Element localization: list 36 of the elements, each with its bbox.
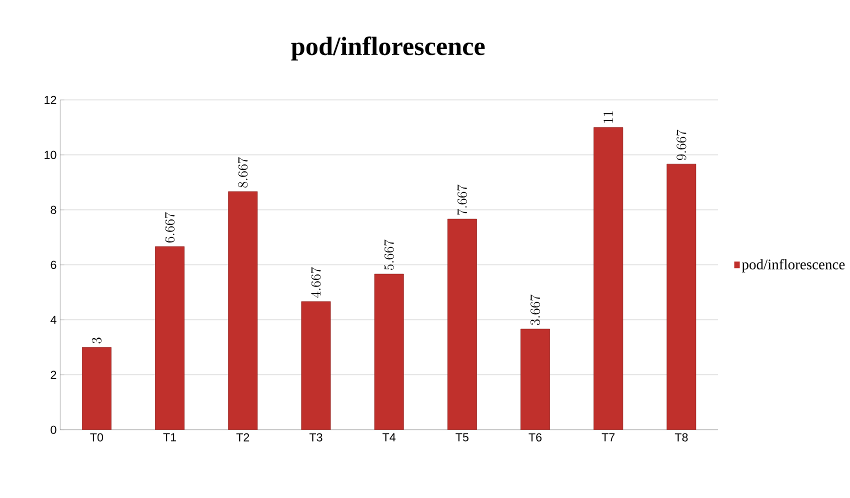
- x-tick-label: T0: [90, 433, 104, 442]
- bar: [374, 274, 404, 430]
- bar: [301, 301, 331, 430]
- y-tick-label: 6: [50, 260, 56, 270]
- data-label: 9.667: [676, 130, 686, 160]
- x-tick-label: T3: [309, 433, 322, 442]
- x-tick-label: T2: [236, 433, 250, 442]
- data-label: 3: [92, 338, 102, 344]
- data-label: 8.667: [238, 157, 248, 188]
- data-label: 5.667: [384, 240, 394, 270]
- bar: [228, 191, 258, 430]
- y-tick-label: 8: [50, 206, 56, 214]
- x-tick-label: T5: [456, 433, 468, 442]
- y-tick-label: 2: [50, 370, 56, 380]
- bar: [520, 328, 550, 430]
- data-label: 11: [604, 112, 613, 123]
- x-tick-label: T7: [602, 433, 615, 442]
- bar: [594, 127, 624, 430]
- legend-label: pod/inflorescence: [742, 259, 845, 272]
- y-tick-label: 0: [50, 426, 56, 434]
- y-tick-label: 12: [44, 96, 56, 104]
- y-tick-label: 4: [50, 316, 56, 324]
- x-tick-label: T4: [382, 433, 396, 442]
- y-tick-label: 10: [44, 150, 56, 160]
- bar: [666, 164, 696, 430]
- chart-title: pod/inflorescence: [291, 36, 485, 61]
- bar: [447, 218, 477, 430]
- x-tick-label: T6: [528, 433, 542, 442]
- bar: [155, 246, 185, 430]
- bar: [82, 347, 112, 430]
- data-label: 6.667: [164, 212, 175, 243]
- data-label: 7.667: [457, 184, 467, 215]
- data-label: 3.667: [530, 294, 540, 326]
- x-tick-label: T1: [163, 433, 176, 442]
- data-label: 4.667: [311, 267, 321, 298]
- x-tick-label: T8: [674, 433, 688, 442]
